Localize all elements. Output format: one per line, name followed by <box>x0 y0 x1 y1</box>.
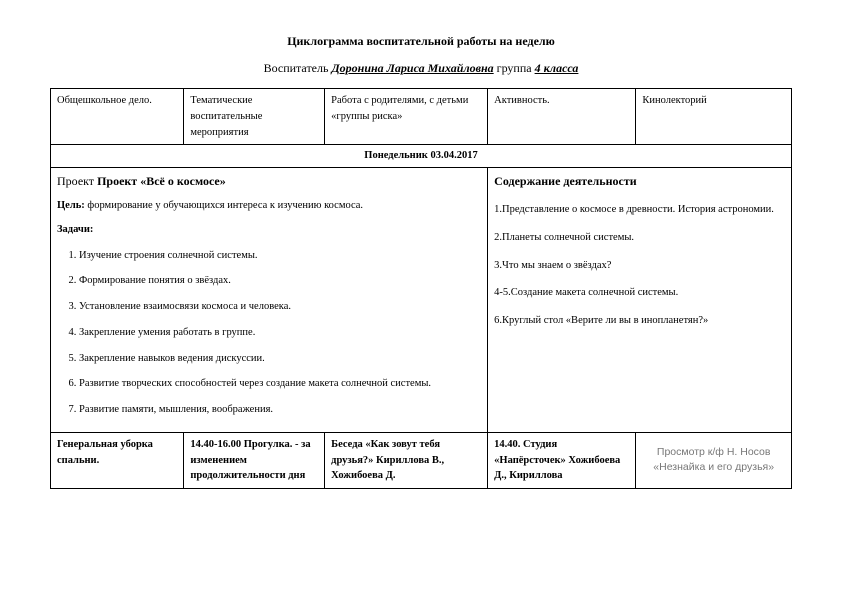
task-item: Закрепление навыков ведения дискуссии. <box>79 351 481 367</box>
bottom-text-5b: «Незнайка и его друзья» <box>642 460 785 476</box>
subtitle-prefix: Воспитатель <box>264 61 332 75</box>
task-item: Формирование понятия о звёздах. <box>79 273 481 289</box>
project-title: Проект Проект «Всё о космосе» <box>57 172 481 190</box>
col-header-1: Общешкольное дело. <box>51 89 184 145</box>
bottom-cell-4: 14.40. Студия «Напёрсточек» Хожибоева Д.… <box>488 432 636 488</box>
project-prefix: Проект <box>57 174 97 188</box>
task-item: Развитие памяти, мышления, воображения. <box>79 402 481 418</box>
content-item: 1.Представление о космосе в древности. И… <box>494 202 785 218</box>
content-list: 1.Представление о космосе в древности. И… <box>494 202 785 329</box>
col-header-3: Работа с родителями, с детьми «группы ри… <box>325 89 488 145</box>
doc-subtitle: Воспитатель Доронина Лариса Михайловна г… <box>50 61 792 76</box>
task-item: Изучение строения солнечной системы. <box>79 248 481 264</box>
date-cell: Понедельник 03.04.2017 <box>51 145 792 168</box>
project-heading: Проект «Всё о космосе» <box>97 174 226 188</box>
col-header-2: Тематические воспитательные мероприятия <box>184 89 325 145</box>
project-cell: Проект Проект «Всё о космосе» Цель: форм… <box>51 168 488 433</box>
task-item: Установление взаимосвязи космоса и челов… <box>79 299 481 315</box>
bottom-text-2: 14.40-16.00 Прогулка. - за изменением пр… <box>190 439 310 482</box>
content-item: 2.Планеты солнечной системы. <box>494 230 785 246</box>
tasks-list: Изучение строения солнечной системы. Фор… <box>79 248 481 418</box>
goal-label: Цель: <box>57 200 85 211</box>
date-row: Понедельник 03.04.2017 <box>51 145 792 168</box>
content-cell: Содержание деятельности 1.Представление … <box>488 168 792 433</box>
table-header-row: Общешкольное дело. Тематические воспитат… <box>51 89 792 145</box>
group-prefix: группа <box>497 61 535 75</box>
content-item: 6.Круглый стол «Верите ли вы в инопланет… <box>494 313 785 329</box>
bottom-text-1: Генеральная уборка спальни. <box>57 439 153 466</box>
tasks-label: Задачи: <box>57 222 481 238</box>
content-heading: Содержание деятельности <box>494 172 785 190</box>
content-item: 4-5.Создание макета солнечной системы. <box>494 285 785 301</box>
bottom-text-5a: Просмотр к/ф Н. Носов <box>642 445 785 461</box>
bottom-row: Генеральная уборка спальни. 14.40-16.00 … <box>51 432 792 488</box>
task-item: Закрепление умения работать в группе. <box>79 325 481 341</box>
content-item: 3.Что мы знаем о звёздах? <box>494 258 785 274</box>
bottom-cell-1: Генеральная уборка спальни. <box>51 432 184 488</box>
col-header-5: Кинолекторий <box>636 89 792 145</box>
bottom-cell-5: Просмотр к/ф Н. Носов «Незнайка и его др… <box>636 432 792 488</box>
goal-text: формирование у обучающихся интереса к из… <box>85 200 363 211</box>
col-header-4: Активность. <box>488 89 636 145</box>
project-row: Проект Проект «Всё о космосе» Цель: форм… <box>51 168 792 433</box>
group-label: 4 класса <box>535 61 579 75</box>
bottom-cell-3: Беседа «Как зовут тебя друзья?» Кириллов… <box>325 432 488 488</box>
task-item: Развитие творческих способностей через с… <box>79 376 481 392</box>
bottom-text-3: Беседа «Как зовут тебя друзья?» Кириллов… <box>331 439 444 482</box>
bottom-cell-2: 14.40-16.00 Прогулка. - за изменением пр… <box>184 432 325 488</box>
bottom-text-4: 14.40. Студия «Напёрсточек» Хожибоева Д.… <box>494 439 620 482</box>
project-goal: Цель: формирование у обучающихся интерес… <box>57 198 481 214</box>
doc-title: Циклограмма воспитательной работы на нед… <box>50 34 792 49</box>
educator-name: Доронина Лариса Михайловна <box>331 61 493 75</box>
schedule-table: Общешкольное дело. Тематические воспитат… <box>50 88 792 489</box>
